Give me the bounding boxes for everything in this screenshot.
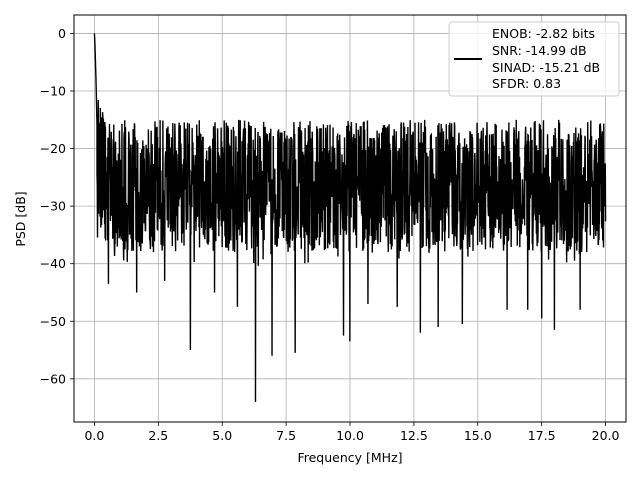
legend-sfdr: SFDR: 0.83 (492, 76, 561, 91)
legend: ENOB: -2.82 bits SNR: -14.99 dB SINAD: -… (448, 21, 620, 97)
legend-enob: ENOB: -2.82 bits (492, 26, 595, 41)
x-tick-label: 0.0 (84, 428, 104, 443)
y-tick-label: −30 (40, 199, 66, 214)
y-tick-label: −20 (40, 141, 66, 156)
x-tick-label: 15.0 (464, 428, 492, 443)
legend-sinad: SINAD: -15.21 dB (492, 60, 600, 75)
y-tick-label: −50 (40, 314, 66, 329)
series-layer (93, 33, 607, 402)
x-axis-ticks: 0.0 2.5 5.0 7.5 10.0 12.5 15.0 17.5 20.0 (84, 422, 620, 443)
legend-box (448, 21, 620, 97)
y-tick-label: −40 (40, 256, 66, 271)
x-tick-label: 12.5 (400, 428, 428, 443)
psd-series-line (93, 33, 607, 402)
x-tick-label: 7.5 (276, 428, 296, 443)
y-tick-label: −60 (40, 371, 66, 386)
x-tick-label: 10.0 (336, 428, 364, 443)
legend-snr: SNR: -14.99 dB (492, 43, 587, 58)
x-tick-label: 2.5 (148, 428, 168, 443)
y-tick-label: −10 (40, 83, 66, 98)
x-tick-label: 17.5 (528, 428, 556, 443)
x-axis-label: Frequency [MHz] (297, 450, 402, 465)
y-tick-label: 0 (58, 26, 66, 41)
x-tick-label: 20.0 (592, 428, 620, 443)
y-axis-label: PSD [dB] (13, 191, 28, 246)
x-tick-label: 5.0 (212, 428, 232, 443)
y-axis-ticks: 0 −10 −20 −30 −40 −50 −60 (40, 26, 74, 386)
